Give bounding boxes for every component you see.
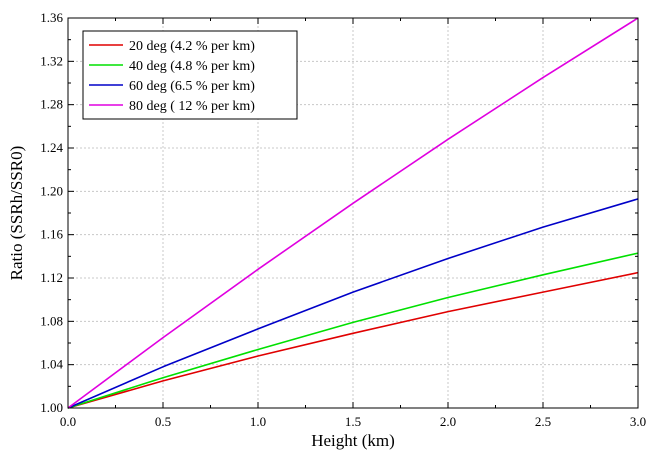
legend-label-2: 40 deg (4.8 % per km) bbox=[129, 59, 255, 74]
series-line-3 bbox=[67, 198, 639, 409]
x-axis-label: Height (km) bbox=[311, 431, 395, 450]
legend-label-1: 20 deg (4.2 % per km) bbox=[129, 39, 255, 54]
y-tick-label: 1.32 bbox=[40, 53, 63, 68]
x-tick-label: 0.5 bbox=[155, 414, 171, 429]
x-tick-label: 3.0 bbox=[630, 414, 646, 429]
legend-label-4: 80 deg ( 12 % per km) bbox=[129, 99, 255, 114]
y-tick-label: 1.12 bbox=[40, 270, 63, 285]
series-line-1 bbox=[67, 271, 639, 409]
x-tick-label: 1.0 bbox=[250, 414, 266, 429]
axis-ticks bbox=[67, 17, 639, 409]
y-tick-label: 1.16 bbox=[40, 227, 63, 242]
y-axis-label: Ratio (SSRh/SSR0) bbox=[7, 146, 26, 281]
y-tick-label: 1.00 bbox=[40, 400, 63, 415]
grid-lines bbox=[68, 18, 638, 408]
series-line-2 bbox=[67, 252, 639, 409]
x-tick-label: 1.5 bbox=[345, 414, 361, 429]
y-tick-label: 1.20 bbox=[40, 183, 63, 198]
legend: 20 deg (4.2 % per km) 40 deg (4.8 % per k… bbox=[82, 30, 298, 120]
series-lines bbox=[67, 17, 639, 409]
x-tick-label: 2.0 bbox=[440, 414, 456, 429]
y-tick-label: 1.08 bbox=[40, 313, 63, 328]
series-line-4 bbox=[67, 17, 639, 409]
x-tick-label: 2.5 bbox=[535, 414, 551, 429]
y-tick-label: 1.24 bbox=[40, 140, 63, 155]
y-tick-label: 1.04 bbox=[40, 357, 63, 372]
legend-label-3: 60 deg (6.5 % per km) bbox=[129, 79, 255, 94]
y-tick-label: 1.28 bbox=[40, 97, 63, 112]
x-tick-labels: 0.0 0.5 1.0 1.5 2.0 2.5 3.0 bbox=[60, 414, 646, 429]
y-tick-labels: 1.00 1.04 1.08 1.12 1.16 1.20 1.24 1.28 1.32 1.36 bbox=[40, 10, 63, 415]
y-tick-label: 1.36 bbox=[40, 10, 63, 25]
x-tick-label: 0.0 bbox=[60, 414, 76, 429]
